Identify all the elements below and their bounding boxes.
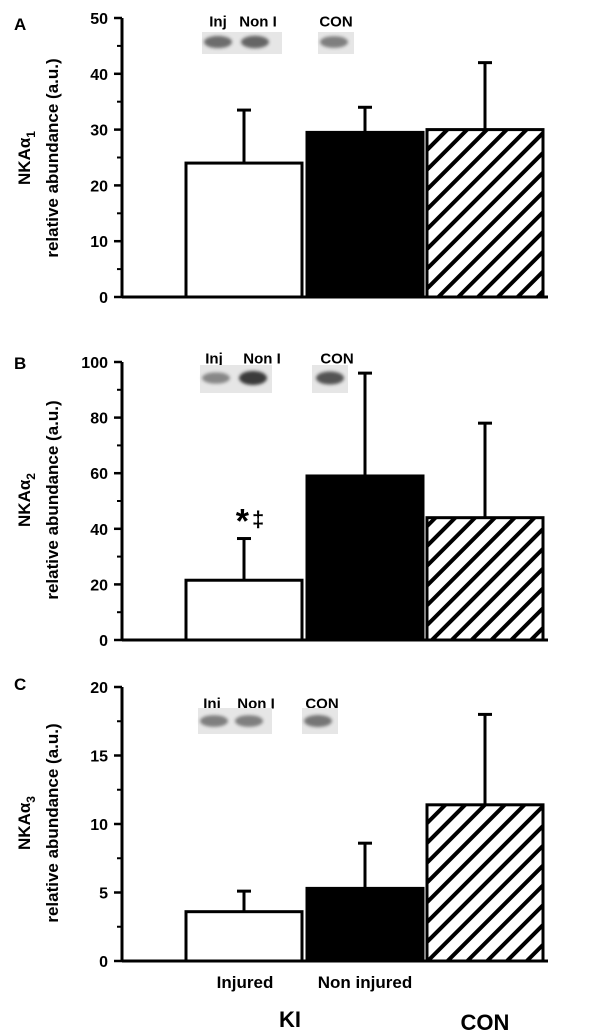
panel-c-bar-3 [425,803,545,963]
panel-b-y-tick-label: 40 [90,522,108,539]
panel-a-y-tick-label: 20 [90,178,108,195]
panel-a-y-tick-label: 30 [90,123,108,140]
panel-c-y-title: NKAα3 [15,796,38,850]
panel-b-y-title-subscript: 2 [24,473,38,480]
panel-b-y-tick-label: 100 [81,355,108,372]
panel-c-letter: C [14,675,26,694]
x-group-label-con: CON [461,1010,510,1033]
panel-a-blot-label: CON [319,13,352,30]
panel-b-blot-label: Inj [205,350,223,367]
panel-a-y-tick-label: 10 [90,234,108,251]
panel-a-blot-band [241,35,269,49]
panel-a-y-title: NKAα1 [15,131,38,185]
panel-c-y-tick-label: 10 [90,817,108,834]
panel-a: A NKAα1 relative abundance (a.u.) 0 10 20 30 40… [14,11,548,307]
panel-c-y-label: relative abundance (a.u.) [43,723,62,922]
panel-a-bar-3 [425,128,545,299]
panel-c-y-tick-label: 0 [99,954,108,971]
panel-b-y-label: relative abundance (a.u.) [43,400,62,599]
panel-c-y-tick-label: 5 [99,886,108,903]
panel-b-asterisk: * [236,503,250,541]
panel-c-y-tick-label: 20 [90,680,108,697]
panel-b: B NKAα2 relative abundance (a.u.) 0 20 40 60 80… [14,350,548,650]
panel-a-letter: A [14,15,26,34]
panel-c-bar-2 [305,886,425,963]
panel-b-y-tick-label: 0 [99,633,108,650]
panel-b-bar-3 [425,516,545,642]
panel-b-double-dagger: ‡ [252,507,264,532]
panel-b-blot-band [316,371,344,385]
panel-b-blot-band [239,371,267,385]
x-category-label-non-injured: Non injured [318,973,412,992]
x-group-label-ki: KI [279,1007,301,1032]
panel-b-significance-annotation: * ‡ [236,503,264,541]
panel-c-blot-band [235,715,263,727]
panel-b-letter: B [14,354,26,373]
panel-c-bar-1 [184,910,304,963]
panel-c-blot-band [200,715,228,727]
panel-a-y-title-subscript: 1 [24,131,38,138]
panel-c-y-title-subscript: 3 [24,796,38,803]
panel-b-y-tick-label: 20 [90,577,108,594]
panel-c-blot-band [304,715,332,727]
panel-b-y-tick-label: 60 [90,466,108,483]
panel-a-bar-1 [184,161,304,299]
panel-a-blot-label: Inj [209,13,227,30]
panel-b-bar-1 [184,578,304,642]
panel-a-y-tick-label: 50 [90,11,108,28]
panel-b-blot-label: Non I [243,350,281,367]
panel-b-y-tick-label: 80 [90,411,108,428]
panel-a-blot-band [320,36,348,48]
panel-a-y-tick-label: 0 [99,290,108,307]
panel-b-bar-2 [305,474,425,642]
panel-a-y-label: relative abundance (a.u.) [43,58,62,257]
x-category-label-injured: Injured [217,973,274,992]
panel-a-y-tick-label: 40 [90,67,108,84]
panel-c-y-tick-label: 15 [90,749,108,766]
panel-b-y-title: NKAα2 [15,473,38,527]
panel-b-blot-band [202,372,230,384]
panel-a-blot-label: Non I [239,13,277,30]
panel-a-bar-2 [305,130,425,299]
panel-a-blot-band [204,35,232,49]
panel-b-blot-label: CON [320,350,353,367]
